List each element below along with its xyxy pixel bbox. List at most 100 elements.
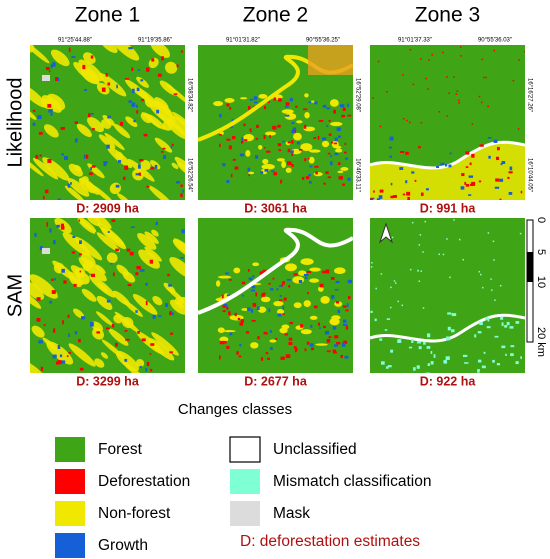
map-patch xyxy=(330,141,333,144)
map-patch xyxy=(494,335,499,338)
river xyxy=(370,313,525,343)
map-patch xyxy=(510,345,515,348)
map-patch xyxy=(291,140,294,144)
map-patch xyxy=(431,54,433,56)
map-patch xyxy=(438,253,440,256)
map-patch xyxy=(173,93,178,95)
map-patch xyxy=(44,189,49,194)
map-patch xyxy=(57,344,61,349)
deforestation-estimate: D: 3299 ha xyxy=(76,374,140,388)
map-patch xyxy=(269,339,277,343)
map-patch xyxy=(492,240,495,243)
map-patch xyxy=(102,115,115,126)
map-patch xyxy=(136,87,140,92)
map-patch xyxy=(471,153,475,158)
map-patch xyxy=(90,167,92,170)
map-patch xyxy=(170,332,173,335)
map-patch xyxy=(305,276,308,279)
map-patch xyxy=(119,122,123,126)
map-patch xyxy=(279,295,282,297)
map-patch xyxy=(140,160,151,171)
map-patch xyxy=(155,221,158,226)
map-patch xyxy=(271,170,275,173)
map-patch xyxy=(418,280,421,282)
map-patch xyxy=(115,184,120,188)
map-patch xyxy=(406,119,408,122)
map-patch xyxy=(52,62,56,67)
map-patch xyxy=(389,155,393,158)
map-patch xyxy=(255,155,259,159)
map-patch xyxy=(87,163,105,179)
map-patch xyxy=(319,283,324,288)
map-patch xyxy=(68,163,83,177)
map-patch xyxy=(107,231,110,233)
map-patch xyxy=(56,224,60,228)
map-patch xyxy=(182,189,184,193)
map-patch xyxy=(386,318,391,320)
map-patch xyxy=(30,108,37,120)
map-patch xyxy=(402,74,404,76)
map-patch xyxy=(436,165,440,169)
map-patch xyxy=(145,300,148,306)
map-patch xyxy=(123,300,143,317)
map-patch xyxy=(402,193,406,196)
map-patch xyxy=(334,267,346,275)
map-patch xyxy=(451,329,455,333)
map-patch xyxy=(330,155,333,158)
map-patch xyxy=(113,123,131,139)
map-patch xyxy=(344,157,349,160)
map-patch xyxy=(446,115,449,117)
map-patch xyxy=(96,232,121,253)
map-patch xyxy=(304,124,307,129)
map-patch xyxy=(334,335,339,339)
map-patch xyxy=(446,336,451,341)
map-patch xyxy=(223,329,236,333)
deforestation-estimate: D: 2677 ha xyxy=(244,374,308,388)
map-patch xyxy=(420,58,422,60)
map-patch xyxy=(342,305,347,308)
map-patch xyxy=(262,269,267,273)
map-patch xyxy=(251,285,256,289)
map-patch xyxy=(500,163,503,166)
map-patch xyxy=(61,268,65,273)
map-patch xyxy=(418,346,422,350)
map-patch xyxy=(380,273,383,275)
map-patch xyxy=(483,351,486,354)
map-patch xyxy=(330,276,335,280)
map-patch xyxy=(91,165,96,168)
map-patch xyxy=(306,341,310,345)
map-patch xyxy=(30,274,58,299)
map-patch xyxy=(483,76,485,79)
map-patch xyxy=(180,184,183,187)
map-patch xyxy=(462,354,468,357)
map-patch xyxy=(493,139,498,143)
deforestation-estimate: D: 922 ha xyxy=(420,374,477,388)
map-patch xyxy=(520,356,522,360)
map-patch xyxy=(226,346,230,349)
map-patch xyxy=(314,165,319,168)
map-patch xyxy=(422,307,425,309)
map-patch xyxy=(273,301,284,307)
map-patch xyxy=(426,188,429,191)
map-patch xyxy=(107,146,133,169)
map-patch xyxy=(130,226,135,228)
map-patch xyxy=(118,160,122,163)
map-patch xyxy=(279,180,282,184)
map-patch xyxy=(92,327,105,340)
map-patch xyxy=(393,280,396,282)
map-patch xyxy=(323,182,326,185)
map-patch xyxy=(416,341,422,344)
legend-label: Growth xyxy=(98,537,148,554)
map-patch xyxy=(144,246,162,262)
map-patch xyxy=(481,365,486,369)
map-patch xyxy=(403,117,405,120)
map-patch xyxy=(150,343,155,346)
map-patch xyxy=(124,358,128,362)
map-patch xyxy=(343,340,348,345)
map-patch xyxy=(137,69,140,72)
map-patch xyxy=(264,131,277,136)
map-patch xyxy=(117,193,131,200)
map-patch xyxy=(215,280,221,287)
map-patch xyxy=(111,45,140,61)
map-patch xyxy=(340,355,343,358)
